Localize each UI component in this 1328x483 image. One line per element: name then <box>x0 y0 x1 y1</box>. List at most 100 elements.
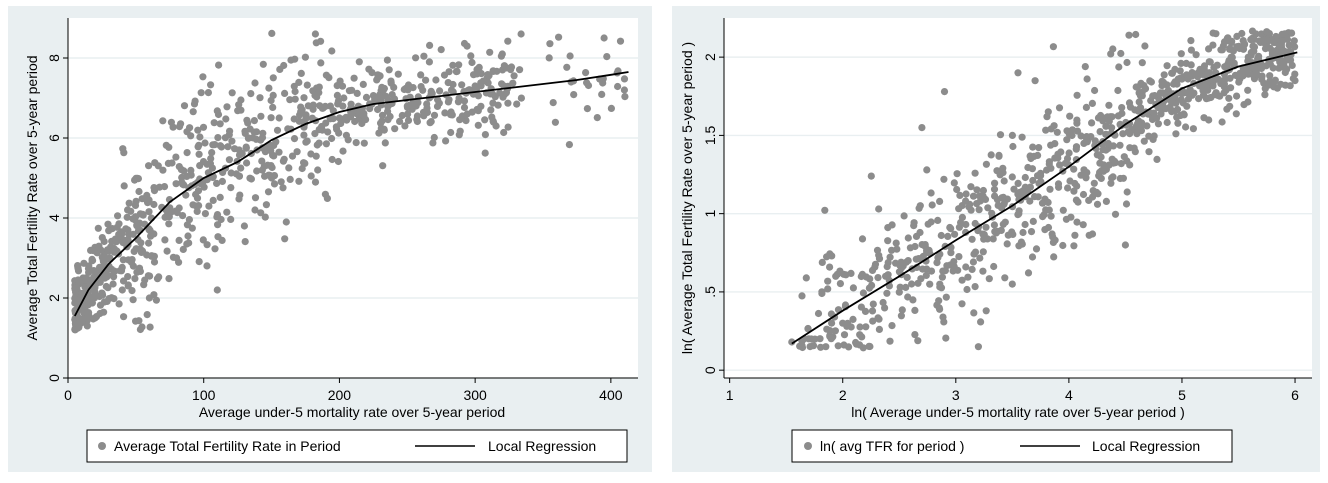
data-point <box>1151 92 1159 100</box>
data-point <box>290 135 299 143</box>
data-point <box>546 40 554 48</box>
data-point <box>881 304 889 312</box>
data-point <box>897 312 906 320</box>
data-point <box>1049 233 1057 241</box>
x-axis-ticks: 0 100 200 300 400 <box>64 378 623 403</box>
local-regression-line <box>791 51 1298 345</box>
data-point <box>827 334 836 342</box>
data-point <box>915 204 923 212</box>
data-point <box>516 66 524 74</box>
data-point <box>191 97 199 105</box>
data-point <box>98 289 106 297</box>
data-point <box>1154 120 1162 128</box>
data-point <box>428 89 436 97</box>
data-point <box>458 112 466 120</box>
data-point <box>875 205 883 213</box>
data-point <box>822 343 830 351</box>
legend-marker-points <box>98 442 106 450</box>
data-point <box>1115 63 1123 71</box>
legend-label-line: Local Regression <box>1092 438 1200 454</box>
data-point <box>321 190 329 198</box>
data-point <box>1119 174 1127 182</box>
data-point <box>218 177 226 185</box>
data-point <box>1243 67 1251 75</box>
data-point <box>430 133 438 142</box>
data-point <box>256 94 264 102</box>
data-point <box>360 139 368 147</box>
data-point <box>251 79 259 87</box>
data-point <box>979 267 987 275</box>
data-point <box>549 99 557 107</box>
legend-box <box>86 429 628 463</box>
data-point <box>240 222 248 230</box>
y-axis-label: ln( Average Total Fertility Rate over 5-… <box>679 42 695 354</box>
data-point <box>1125 31 1133 39</box>
data-point <box>1015 207 1023 215</box>
data-point <box>1071 231 1079 239</box>
data-point <box>335 129 343 137</box>
data-point <box>979 248 987 256</box>
data-point <box>598 90 606 98</box>
data-point <box>979 192 987 200</box>
data-point <box>1111 210 1120 218</box>
data-point <box>88 296 96 304</box>
data-point <box>1153 155 1161 163</box>
data-point <box>74 262 82 270</box>
data-point <box>823 325 831 333</box>
data-point <box>1026 197 1034 205</box>
data-point <box>104 220 112 228</box>
data-point <box>413 117 421 126</box>
data-point <box>445 68 453 76</box>
data-point <box>950 258 958 266</box>
data-point <box>100 254 108 262</box>
data-point <box>1032 245 1041 253</box>
data-point <box>432 76 440 84</box>
data-point <box>1177 96 1185 104</box>
data-point <box>139 210 147 218</box>
data-point <box>1255 37 1263 45</box>
data-point <box>1009 142 1017 151</box>
data-point <box>336 77 344 85</box>
data-point <box>1265 81 1273 89</box>
data-point <box>1097 111 1105 120</box>
data-point <box>477 82 485 90</box>
data-point <box>973 200 981 208</box>
data-point <box>842 271 850 279</box>
data-point <box>949 267 957 275</box>
data-point <box>362 93 371 101</box>
data-point <box>433 102 442 110</box>
data-point <box>1180 111 1188 119</box>
data-point <box>912 232 921 240</box>
data-point <box>1258 75 1266 83</box>
data-point <box>173 209 181 217</box>
data-point <box>818 289 826 298</box>
data-point <box>250 117 258 125</box>
data-point <box>203 262 211 270</box>
data-point <box>264 188 273 196</box>
data-point <box>1104 139 1112 148</box>
data-point <box>311 30 319 38</box>
data-point <box>297 69 305 77</box>
data-point <box>807 335 815 343</box>
chart-panel-right: 0 .5 1 1.5 2 1 2 3 4 5 6 ln( Average under-5 mort… <box>672 6 1320 472</box>
data-point <box>874 314 882 322</box>
data-point <box>214 110 223 119</box>
data-point <box>347 100 355 108</box>
data-point <box>1096 128 1104 136</box>
data-point <box>821 206 829 214</box>
data-point <box>888 322 896 330</box>
data-point <box>1072 145 1080 153</box>
data-point <box>869 300 877 308</box>
data-point <box>1054 180 1063 188</box>
data-point <box>311 130 319 138</box>
data-point <box>1162 105 1170 113</box>
data-point <box>1073 119 1081 127</box>
data-point <box>1044 223 1053 232</box>
data-point <box>991 179 999 187</box>
data-point <box>89 256 97 265</box>
regression-line <box>74 71 629 317</box>
data-point <box>919 265 927 273</box>
data-point <box>869 317 877 325</box>
data-point <box>391 125 399 133</box>
data-point <box>324 128 332 136</box>
